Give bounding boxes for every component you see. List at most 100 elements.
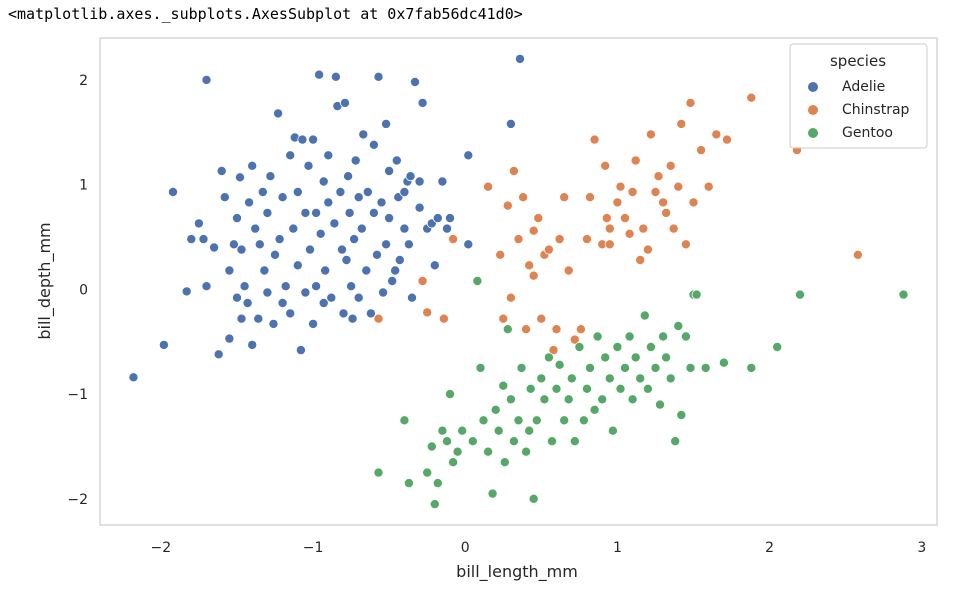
data-point-chinstrap xyxy=(533,213,544,224)
data-point-adelie xyxy=(376,197,387,208)
data-point-chinstrap xyxy=(563,265,574,276)
x-tick-label: 2 xyxy=(765,540,774,556)
data-point-gentoo xyxy=(655,399,666,410)
data-point-adelie xyxy=(344,207,355,218)
legend-marker-adelie xyxy=(808,82,818,92)
data-point-adelie xyxy=(277,192,288,203)
data-point-gentoo xyxy=(403,478,414,489)
series-gentoo xyxy=(373,275,909,510)
data-point-chinstrap xyxy=(554,234,565,245)
data-point-gentoo xyxy=(536,373,547,384)
data-point-adelie xyxy=(350,155,361,166)
data-point-gentoo xyxy=(432,478,443,489)
data-point-chinstrap xyxy=(601,213,612,224)
data-point-adelie xyxy=(158,339,169,350)
data-point-chinstrap xyxy=(668,223,679,234)
data-point-adelie xyxy=(234,172,245,183)
data-point-adelie xyxy=(378,287,389,298)
data-point-adelie xyxy=(444,213,455,224)
legend-box xyxy=(789,43,928,149)
data-point-adelie xyxy=(320,265,331,276)
data-point-adelie xyxy=(405,171,416,182)
data-point-adelie xyxy=(381,239,392,250)
data-point-adelie xyxy=(224,333,235,344)
data-point-adelie xyxy=(297,134,308,145)
data-point-adelie xyxy=(285,150,296,161)
data-point-adelie xyxy=(244,197,255,208)
data-point-gentoo xyxy=(585,362,596,373)
data-point-gentoo xyxy=(685,362,696,373)
data-point-adelie xyxy=(257,186,268,197)
data-point-adelie xyxy=(311,207,322,218)
y-tick-labels: −2 −1 0 1 2 xyxy=(67,73,88,508)
data-point-gentoo xyxy=(487,488,498,499)
data-point-chinstrap xyxy=(585,192,596,203)
x-tick-label: 1 xyxy=(613,540,622,556)
data-point-adelie xyxy=(247,339,258,350)
data-point-adelie xyxy=(288,223,299,234)
data-point-adelie xyxy=(167,186,178,197)
data-point-adelie xyxy=(292,260,303,271)
data-point-gentoo xyxy=(531,415,542,426)
data-point-chinstrap xyxy=(638,223,649,234)
data-point-adelie xyxy=(353,292,364,303)
data-point-chinstrap xyxy=(528,225,539,236)
data-point-chinstrap xyxy=(604,223,615,234)
data-point-gentoo xyxy=(604,373,615,384)
data-point-chinstrap xyxy=(498,313,509,324)
data-point-adelie xyxy=(128,372,139,383)
series-adelie xyxy=(128,53,526,383)
data-point-gentoo xyxy=(441,436,452,447)
data-point-gentoo xyxy=(505,394,516,405)
data-point-adelie xyxy=(338,308,349,319)
legend: species Adelie Chinstrap Gentoo xyxy=(789,43,928,149)
data-point-adelie xyxy=(269,249,280,260)
data-point-gentoo xyxy=(547,436,558,447)
y-tick-label: 1 xyxy=(79,178,88,194)
data-point-gentoo xyxy=(508,436,519,447)
data-point-adelie xyxy=(239,281,250,292)
data-point-adelie xyxy=(201,281,212,292)
data-point-gentoo xyxy=(457,425,468,436)
data-point-gentoo xyxy=(566,373,577,384)
data-point-adelie xyxy=(186,234,197,245)
data-point-adelie xyxy=(463,239,474,250)
data-point-adelie xyxy=(198,234,209,245)
data-point-gentoo xyxy=(639,310,650,321)
legend-marker-chinstrap xyxy=(808,105,818,115)
x-tick-label: −2 xyxy=(151,540,172,556)
data-point-chinstrap xyxy=(630,155,641,166)
data-point-gentoo xyxy=(551,383,562,394)
data-point-chinstrap xyxy=(438,313,449,324)
data-point-gentoo xyxy=(478,415,489,426)
data-point-chinstrap xyxy=(722,134,733,145)
data-point-adelie xyxy=(311,281,322,292)
data-point-chinstrap xyxy=(673,181,684,192)
data-point-gentoo xyxy=(795,289,806,300)
data-point-adelie xyxy=(403,239,414,250)
data-point-chinstrap xyxy=(658,197,669,208)
data-point-adelie xyxy=(193,218,204,229)
data-point-chinstrap xyxy=(627,186,638,197)
data-point-chinstrap xyxy=(505,292,516,303)
data-point-gentoo xyxy=(569,436,580,447)
data-point-gentoo xyxy=(499,457,510,468)
data-point-adelie xyxy=(236,313,247,324)
y-tick-label: 0 xyxy=(79,282,88,298)
data-point-adelie xyxy=(390,265,401,276)
data-point-chinstrap xyxy=(852,249,863,260)
data-point-adelie xyxy=(346,281,357,292)
data-point-chinstrap xyxy=(495,249,506,260)
data-point-gentoo xyxy=(493,425,504,436)
data-point-adelie xyxy=(216,165,227,176)
data-point-chinstrap xyxy=(582,234,593,245)
data-point-chinstrap xyxy=(543,244,554,255)
data-point-chinstrap xyxy=(521,324,532,335)
data-point-adelie xyxy=(213,349,224,360)
data-point-adelie xyxy=(242,297,253,308)
data-point-adelie xyxy=(329,218,340,229)
x-axis-label: bill_length_mm xyxy=(456,562,578,582)
data-point-adelie xyxy=(371,249,382,260)
data-point-adelie xyxy=(339,97,350,108)
